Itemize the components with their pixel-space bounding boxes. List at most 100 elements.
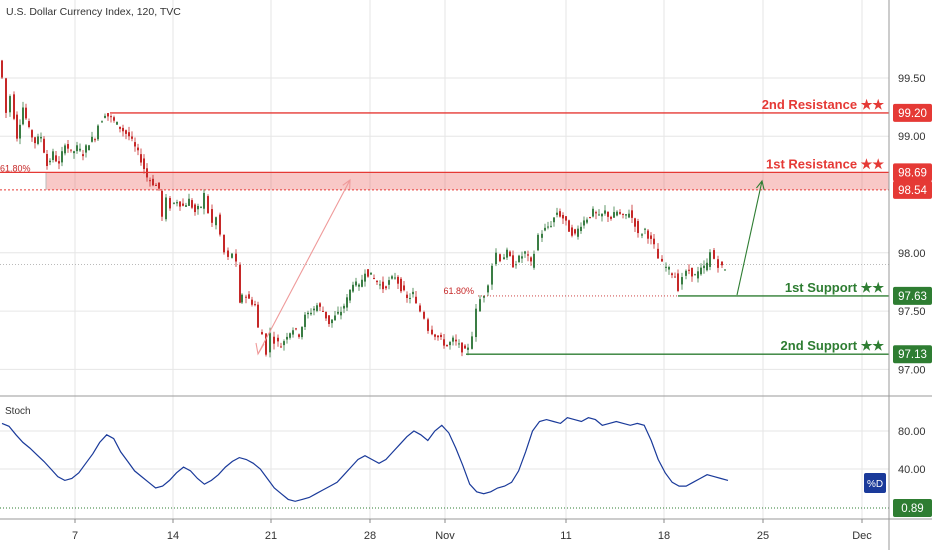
chart-title: U.S. Dollar Currency Index, 120, TVC <box>6 6 181 18</box>
candle-body <box>49 160 51 163</box>
candle-body <box>512 255 514 268</box>
candle-body <box>483 295 485 298</box>
candle-body <box>352 284 354 292</box>
candle-body <box>43 138 45 153</box>
candle-body <box>58 161 60 164</box>
candle-body <box>94 139 96 141</box>
candle-body <box>524 251 526 254</box>
candle-body <box>647 230 649 239</box>
candle-body <box>197 205 199 210</box>
y-tick-label: 99.00 <box>898 131 926 143</box>
candle-body <box>122 127 124 132</box>
candle-body <box>179 201 181 207</box>
level-price-text: 97.63 <box>898 291 927 303</box>
candle-body <box>376 280 378 283</box>
candle-body <box>464 345 466 349</box>
candle-body <box>245 296 247 298</box>
candle-body <box>434 334 436 337</box>
candle-body <box>211 209 213 223</box>
candle-body <box>461 342 463 353</box>
candle-body <box>709 252 711 267</box>
candle-body <box>149 180 151 182</box>
candle-body <box>400 278 402 292</box>
candle-body <box>82 154 84 157</box>
candle-body <box>688 269 690 271</box>
candle-body <box>55 155 57 162</box>
candle-body <box>681 277 683 285</box>
candle-body <box>644 228 646 230</box>
candle-body <box>518 255 520 263</box>
stoch-layer: 0.89 %D <box>0 417 932 517</box>
candle-body <box>277 337 279 342</box>
fib-annotation: 61.80% <box>0 163 31 173</box>
candle-body <box>527 254 529 256</box>
candle-body <box>116 121 118 125</box>
candle-body <box>1 60 3 78</box>
fib-annotation: 61.80% <box>443 286 474 296</box>
candle-body <box>568 220 570 232</box>
y-tick-label: 97.50 <box>898 306 926 318</box>
candle-body <box>207 196 209 214</box>
candle-body <box>657 248 659 259</box>
candle-body <box>25 107 27 119</box>
candle-body <box>650 235 652 239</box>
candle-body <box>499 254 501 262</box>
candle-body <box>628 213 630 218</box>
projection-arrow-head <box>756 179 765 190</box>
stoch-level-text: 0.89 <box>901 503 923 515</box>
candle-body <box>346 297 348 308</box>
candle-body <box>358 284 360 287</box>
candle-body <box>634 218 636 227</box>
candle-body <box>491 265 493 285</box>
candle-body <box>406 294 408 298</box>
candle-body <box>547 226 549 228</box>
candle-body <box>355 281 357 286</box>
candle-body <box>67 144 69 149</box>
x-tick-label: 14 <box>167 530 179 542</box>
x-tick-label: 28 <box>364 530 376 542</box>
candle-body <box>289 333 291 338</box>
candle-body <box>586 219 588 223</box>
candle-body <box>721 261 723 266</box>
candle-body <box>188 198 190 206</box>
x-tick-label: 7 <box>72 530 78 542</box>
candle-body <box>533 253 535 268</box>
candle-body <box>70 149 72 151</box>
candle-body <box>619 212 621 214</box>
candle-body <box>292 330 294 335</box>
level-price-text: 98.54 <box>898 185 927 197</box>
resistance-zone <box>46 172 889 190</box>
candle-body <box>471 336 473 349</box>
candle-body <box>583 220 585 226</box>
candle-body <box>671 273 673 276</box>
candle-body <box>697 271 699 279</box>
candle-body <box>440 334 442 338</box>
candle-body <box>613 212 615 218</box>
x-tick-label: Dec <box>852 530 872 542</box>
candle-body <box>503 257 505 260</box>
candle-body <box>34 137 36 144</box>
candle-body <box>227 250 229 257</box>
candle-body <box>391 276 393 279</box>
candle-body <box>724 269 726 271</box>
candle-body <box>691 267 693 277</box>
level-label: 2nd Resistance ★★ <box>762 97 885 112</box>
candle-body <box>79 148 81 151</box>
candle-body <box>559 211 561 217</box>
candle-body <box>64 145 66 154</box>
candle-body <box>61 151 63 163</box>
stoch-d-line <box>1 417 729 502</box>
candle-body <box>13 94 15 119</box>
candle-body <box>88 145 90 151</box>
x-tick-label: 25 <box>757 530 769 542</box>
candle-body <box>544 227 546 231</box>
candle-body <box>215 217 217 226</box>
candle-body <box>385 286 387 289</box>
candle-body <box>343 305 345 309</box>
candle-body <box>313 308 315 311</box>
candle-body <box>22 107 24 125</box>
candle-body <box>269 333 271 353</box>
